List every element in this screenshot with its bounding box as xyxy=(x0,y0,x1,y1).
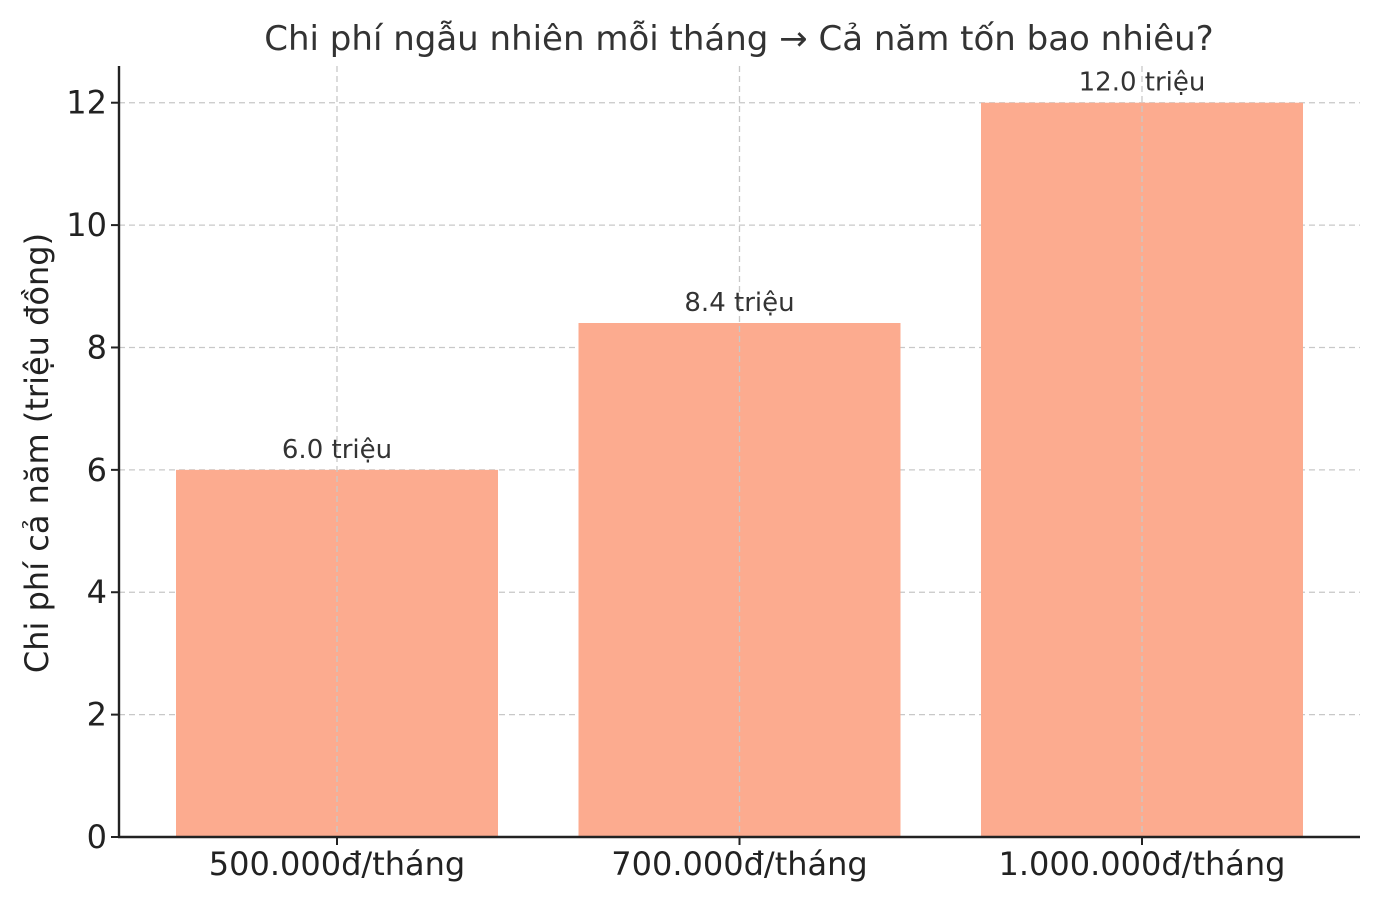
y-tick-label: 12 xyxy=(66,84,107,122)
axes xyxy=(111,66,1360,845)
y-tick-label: 8 xyxy=(87,328,107,366)
bar-value-label: 6.0 triệu xyxy=(282,435,392,465)
y-tick-label: 0 xyxy=(87,818,107,856)
vertical-grid-lines xyxy=(336,66,1143,837)
data-labels: 6.0 triệu 8.4 triệu 12.0 triệu xyxy=(282,68,1205,465)
y-tick-label: 10 xyxy=(66,206,107,244)
x-tick-label: 1.000.000đ/tháng xyxy=(999,845,1286,883)
chart-title: Chi phí ngẫu nhiên mỗi tháng → Cả năm tố… xyxy=(264,19,1213,59)
bar-value-label: 12.0 triệu xyxy=(1079,68,1206,98)
x-tick-label: 700.000đ/tháng xyxy=(611,845,867,883)
x-tick-labels: 500.000đ/tháng 700.000đ/tháng 1.000.000đ/t… xyxy=(209,845,1286,883)
x-tick-label: 500.000đ/tháng xyxy=(209,845,465,883)
y-tick-label: 2 xyxy=(87,696,107,734)
y-tick-labels: 0 2 4 6 8 10 12 xyxy=(66,84,107,856)
y-axis-label: Chi phí cả năm (triệu đồng) xyxy=(18,233,56,673)
y-tick-label: 6 xyxy=(87,451,107,489)
y-tick-label: 4 xyxy=(87,573,107,611)
bar-value-label: 8.4 triệu xyxy=(684,288,794,318)
